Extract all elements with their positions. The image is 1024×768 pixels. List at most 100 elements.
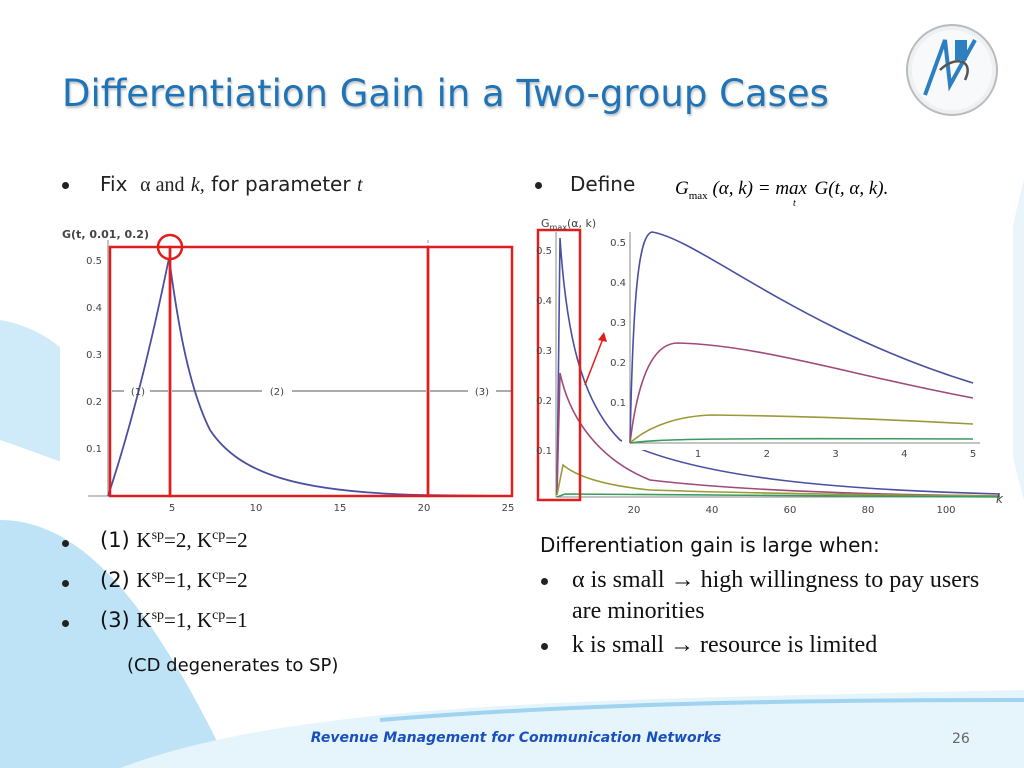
text: K bbox=[136, 568, 152, 592]
tick-label: 0.5 bbox=[610, 238, 626, 249]
logo bbox=[906, 24, 998, 116]
text: =1 bbox=[225, 608, 248, 632]
curve bbox=[107, 257, 501, 497]
text: (1) bbox=[100, 528, 137, 552]
tick-label: 100 bbox=[936, 505, 955, 516]
tick-label: 0.3 bbox=[86, 350, 102, 361]
tick-label: 25 bbox=[502, 503, 515, 514]
text: t bbox=[792, 198, 796, 209]
bullet bbox=[62, 580, 69, 587]
tick-label: 0.4 bbox=[536, 296, 552, 307]
case: (1) Ksp=2, Kcp=2 bbox=[100, 528, 248, 553]
text: cp bbox=[212, 608, 226, 623]
text: α and bbox=[140, 174, 185, 196]
text: max bbox=[688, 189, 708, 202]
text: for parameter bbox=[211, 172, 351, 196]
text: =2 bbox=[225, 568, 248, 592]
footer: Revenue Management for Communication Net… bbox=[310, 730, 722, 746]
tick-label: 0.5 bbox=[536, 246, 552, 257]
text: =1, K bbox=[164, 568, 213, 592]
tick-label: 20 bbox=[418, 503, 431, 514]
curve bbox=[556, 463, 1001, 497]
tick-label: 2 bbox=[764, 449, 770, 460]
tick-label: 0.3 bbox=[610, 318, 626, 329]
case: (3) Ksp=1, Kcp=1 bbox=[100, 608, 248, 633]
highlight bbox=[536, 228, 582, 502]
tick-label: 0.1 bbox=[610, 398, 626, 409]
case: (2) Ksp=1, Kcp=2 bbox=[100, 568, 248, 593]
bullet bbox=[62, 182, 69, 189]
tick-label: 5 bbox=[169, 503, 175, 514]
text: cp bbox=[212, 528, 226, 543]
text: cp bbox=[212, 568, 226, 583]
text: sp bbox=[151, 608, 165, 623]
region-label: (1) bbox=[131, 387, 145, 398]
tick-label: 80 bbox=[862, 505, 875, 516]
text: (3) bbox=[100, 608, 137, 632]
tick-label: 15 bbox=[334, 503, 347, 514]
text: t bbox=[356, 174, 363, 196]
tick-label: 0.2 bbox=[536, 396, 552, 407]
curve bbox=[556, 493, 1001, 498]
tick-label: 1 bbox=[695, 449, 701, 460]
intro-text: Fix α and k, for parameter t bbox=[100, 172, 363, 197]
tick-label: 20 bbox=[628, 505, 641, 516]
text: (α, k) = max bbox=[712, 178, 807, 199]
text: K bbox=[136, 608, 152, 632]
tick-label: 0.1 bbox=[86, 444, 102, 455]
bullet bbox=[541, 578, 548, 585]
curve bbox=[629, 342, 974, 444]
text: G(t, α, k). bbox=[814, 178, 889, 199]
text: =2, K bbox=[164, 528, 213, 552]
slide-title: Differentiation Gain in a Two-group Case… bbox=[62, 72, 829, 115]
plot-bg bbox=[60, 222, 516, 502]
region-label: (2) bbox=[270, 387, 284, 398]
text: G bbox=[675, 178, 689, 199]
text: sp bbox=[151, 568, 165, 583]
swoosh bbox=[120, 690, 1024, 768]
curve bbox=[629, 437, 974, 444]
bullet bbox=[62, 540, 69, 547]
page-number: 26 bbox=[952, 731, 970, 747]
tick-label: 0.5 bbox=[86, 256, 102, 267]
tick-label: 40 bbox=[706, 505, 719, 516]
text: K bbox=[136, 528, 152, 552]
text: k, bbox=[190, 174, 205, 196]
pointer-head bbox=[598, 332, 607, 342]
text: G bbox=[541, 217, 550, 230]
define: Define bbox=[570, 172, 636, 196]
heading: Differentiation gain is large when: bbox=[540, 533, 880, 557]
text: Fix bbox=[100, 172, 128, 196]
tick-label: 0.1 bbox=[536, 446, 552, 457]
bullet bbox=[62, 620, 69, 627]
text: =2 bbox=[225, 528, 248, 552]
right-bullet: k is small → resource is limited bbox=[572, 632, 878, 658]
curve bbox=[629, 231, 974, 444]
tick-label: 10 bbox=[250, 503, 263, 514]
swoosh bbox=[0, 520, 230, 768]
tick-label: 0.4 bbox=[610, 278, 626, 289]
y-axis-label: G(t, 0.01, 0.2) bbox=[62, 228, 149, 241]
bullet bbox=[541, 643, 548, 650]
tick-label: 0.3 bbox=[536, 346, 552, 357]
tick-label: 60 bbox=[784, 505, 797, 516]
text: =1, K bbox=[164, 608, 213, 632]
tick-label: 0.2 bbox=[610, 358, 626, 369]
inset-bg bbox=[622, 225, 985, 450]
text: (α, k) bbox=[567, 217, 596, 230]
tick-label: 0.4 bbox=[86, 303, 102, 314]
tick-label: 0.2 bbox=[86, 397, 102, 408]
note: (CD degenerates to SP) bbox=[127, 655, 339, 676]
right-bullet: α is small → high willingness to pay use… bbox=[572, 567, 980, 624]
curve bbox=[629, 414, 974, 444]
text: sp bbox=[151, 528, 165, 543]
region-label: (3) bbox=[475, 387, 489, 398]
y-axis-label: Gmax(α, k) bbox=[541, 217, 596, 232]
swoosh-line bbox=[379, 698, 1024, 722]
bullet bbox=[535, 182, 542, 189]
tick-label: 5 bbox=[970, 449, 976, 460]
x-axis-label: k bbox=[996, 492, 1004, 506]
text: (2) bbox=[100, 568, 137, 592]
